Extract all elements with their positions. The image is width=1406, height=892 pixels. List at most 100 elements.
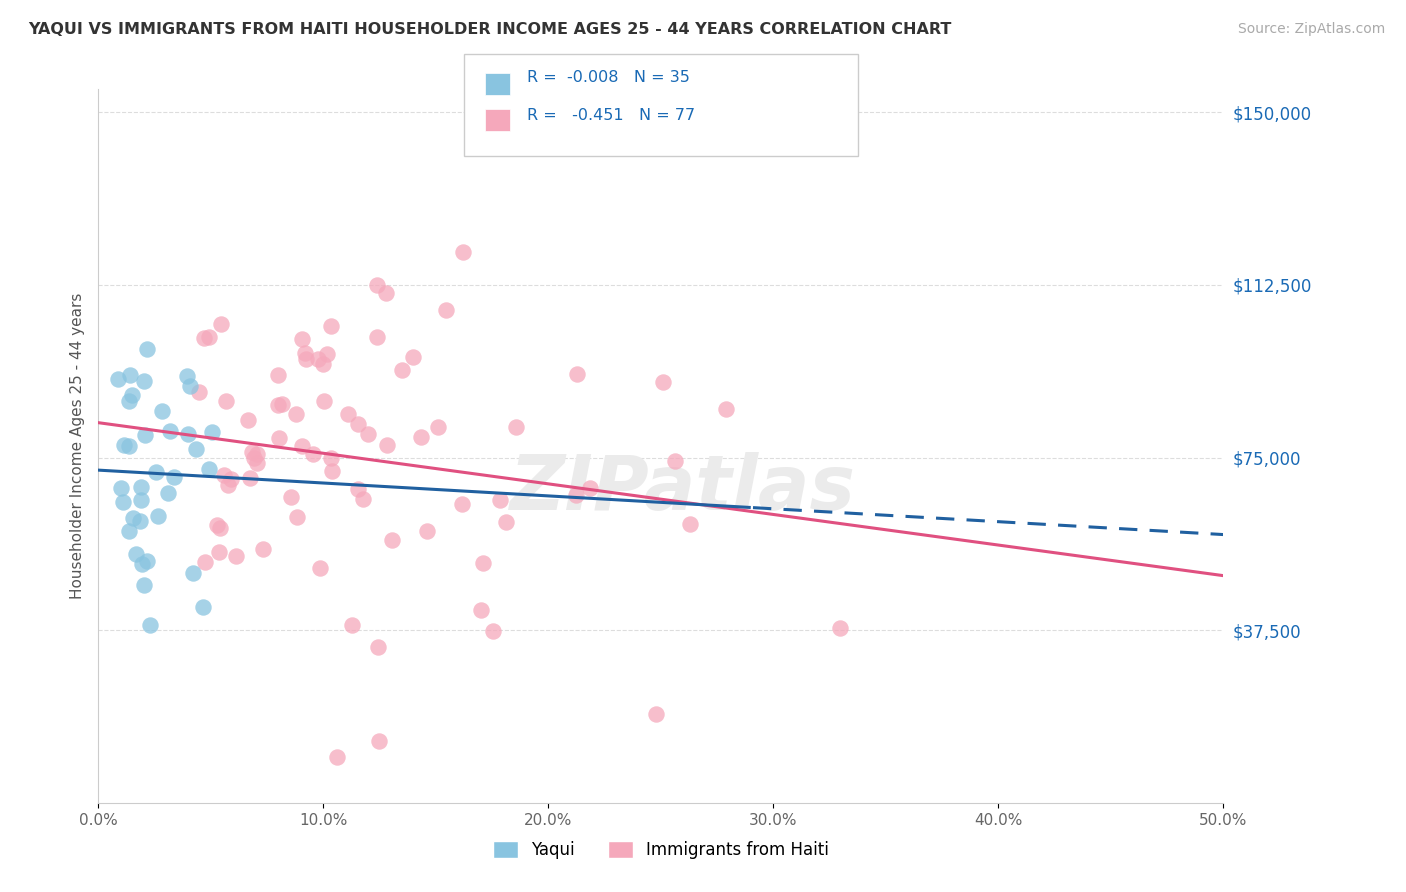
Point (121, 387, 143, 401)
Point (177, 426, 200, 441)
Text: YAQUI VS IMMIGRANTS FROM HAITI HOUSEHOLDER INCOME AGES 25 - 44 YEARS CORRELATION: YAQUI VS IMMIGRANTS FROM HAITI HOUSEHOLD… (28, 22, 952, 37)
Point (159, 425, 181, 439)
Point (579, 481, 602, 495)
Point (242, 445, 264, 459)
Point (291, 439, 314, 453)
Point (129, 480, 152, 494)
Point (198, 462, 221, 476)
Point (505, 420, 527, 434)
Point (266, 368, 288, 383)
Point (156, 486, 179, 500)
Point (434, 302, 457, 317)
Point (336, 407, 359, 421)
Point (131, 557, 153, 571)
Point (118, 368, 141, 382)
Point (308, 561, 330, 575)
Point (481, 624, 503, 638)
Point (214, 393, 236, 408)
Point (181, 566, 204, 581)
Text: R =   -0.451   N = 77: R = -0.451 N = 77 (527, 108, 696, 122)
Point (679, 516, 702, 531)
Point (294, 346, 316, 360)
Point (208, 545, 231, 559)
Text: Source: ZipAtlas.com: Source: ZipAtlas.com (1237, 22, 1385, 37)
Point (145, 465, 167, 479)
Point (565, 488, 588, 502)
Point (194, 555, 217, 569)
Point (472, 556, 495, 570)
Y-axis label: Householder Income Ages 25 - 44 years: Householder Income Ages 25 - 44 years (69, 293, 84, 599)
Point (367, 640, 389, 654)
Point (112, 438, 135, 452)
Point (225, 549, 247, 564)
Point (217, 477, 239, 491)
Point (193, 330, 215, 344)
Point (375, 438, 398, 452)
Point (450, 496, 472, 510)
Point (664, 453, 686, 467)
Point (307, 352, 329, 367)
Point (347, 482, 370, 496)
Point (652, 375, 675, 389)
Point (267, 398, 290, 412)
Point (267, 431, 290, 445)
Point (138, 618, 160, 632)
Point (368, 734, 391, 748)
Point (122, 511, 145, 525)
Legend: Yaqui, Immigrants from Haiti: Yaqui, Immigrants from Haiti (486, 834, 835, 866)
Point (312, 393, 335, 408)
Point (287, 509, 309, 524)
Point (645, 706, 668, 721)
Point (246, 447, 269, 461)
Point (451, 245, 474, 260)
Point (285, 408, 308, 422)
Point (716, 401, 738, 416)
Point (291, 333, 314, 347)
Point (129, 492, 152, 507)
Point (239, 471, 262, 485)
Point (319, 450, 342, 465)
Point (366, 277, 388, 292)
Point (179, 379, 201, 393)
Point (136, 554, 159, 568)
Point (238, 413, 260, 427)
Point (489, 492, 512, 507)
Point (201, 425, 224, 440)
Point (125, 547, 148, 561)
Point (342, 618, 364, 632)
Point (152, 404, 174, 418)
Point (295, 352, 318, 367)
Point (270, 397, 292, 411)
Point (243, 451, 266, 466)
Point (347, 417, 370, 432)
Point (252, 542, 274, 557)
Point (375, 285, 398, 300)
Point (198, 330, 221, 344)
Point (470, 603, 492, 617)
Point (134, 428, 156, 442)
Point (176, 368, 198, 383)
Point (209, 317, 232, 331)
Point (357, 427, 380, 442)
Point (280, 490, 302, 504)
Point (830, 621, 852, 635)
Point (212, 467, 235, 482)
Point (381, 533, 404, 548)
Point (110, 481, 132, 495)
Point (129, 515, 152, 529)
Point (315, 347, 337, 361)
Point (391, 363, 413, 377)
Point (219, 472, 242, 486)
Point (205, 517, 228, 532)
Point (111, 495, 134, 509)
Point (402, 350, 425, 364)
Point (565, 367, 588, 381)
Point (495, 515, 517, 529)
Point (148, 509, 170, 524)
Point (321, 464, 343, 478)
Point (118, 439, 141, 453)
Point (319, 319, 342, 334)
Point (136, 343, 159, 357)
Point (366, 330, 388, 344)
Point (187, 385, 209, 400)
